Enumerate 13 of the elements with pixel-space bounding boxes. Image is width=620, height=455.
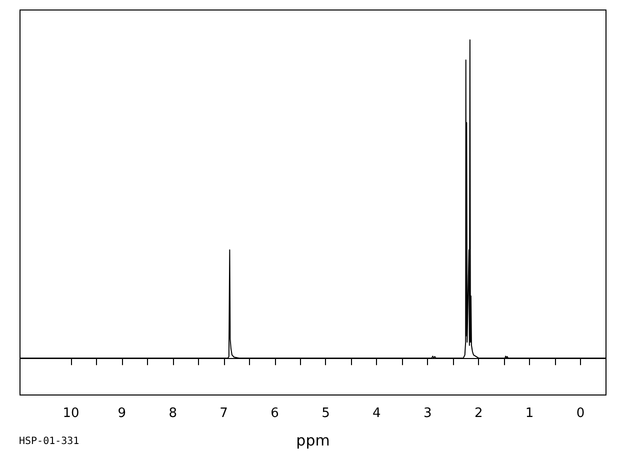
- x-axis-title: ppm: [296, 432, 330, 450]
- text: HSP-01-331: [19, 436, 80, 447]
- x-tick-label: 0: [576, 406, 585, 421]
- x-tick-label: 1: [525, 406, 534, 421]
- x-tick-label: 10: [62, 406, 80, 421]
- x-tick-label: 4: [372, 406, 381, 421]
- x-tick-label: 5: [322, 406, 330, 421]
- x-tick-label: 3: [424, 406, 432, 421]
- x-tick-label: 2: [474, 406, 483, 421]
- x-tick-label: 7: [220, 406, 228, 421]
- x-tick-label: 8: [168, 406, 178, 421]
- x-tick-label: 9: [118, 406, 126, 421]
- x-tick-label: 6: [270, 406, 279, 421]
